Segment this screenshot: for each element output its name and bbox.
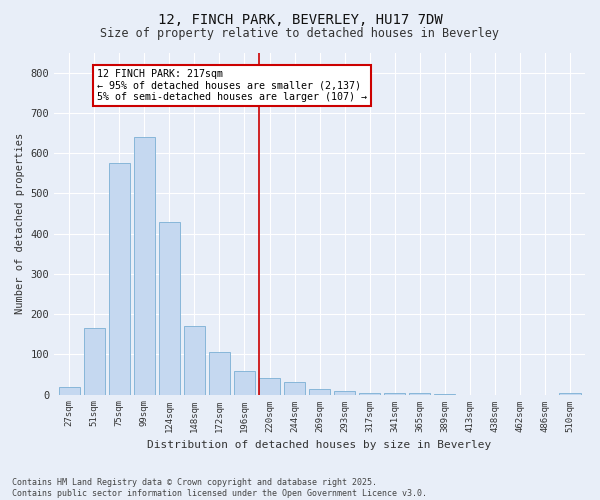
Bar [159, 222, 180, 394]
Text: Size of property relative to detached houses in Beverley: Size of property relative to detached ho… [101, 28, 499, 40]
Y-axis label: Number of detached properties: Number of detached properties [15, 133, 25, 314]
Bar [259, 378, 280, 394]
Bar [59, 388, 80, 394]
Bar [559, 392, 581, 394]
Bar [209, 352, 230, 395]
Bar [184, 326, 205, 394]
Bar [384, 392, 406, 394]
Bar [309, 388, 330, 394]
Bar [284, 382, 305, 394]
Text: 12, FINCH PARK, BEVERLEY, HU17 7DW: 12, FINCH PARK, BEVERLEY, HU17 7DW [158, 12, 442, 26]
Bar [234, 371, 255, 394]
X-axis label: Distribution of detached houses by size in Beverley: Distribution of detached houses by size … [148, 440, 492, 450]
Bar [109, 163, 130, 394]
Bar [359, 392, 380, 394]
Bar [83, 328, 105, 394]
Text: Contains HM Land Registry data © Crown copyright and database right 2025.
Contai: Contains HM Land Registry data © Crown c… [12, 478, 427, 498]
Bar [134, 137, 155, 394]
Text: 12 FINCH PARK: 217sqm
← 95% of detached houses are smaller (2,137)
5% of semi-de: 12 FINCH PARK: 217sqm ← 95% of detached … [97, 68, 367, 102]
Bar [334, 390, 355, 394]
